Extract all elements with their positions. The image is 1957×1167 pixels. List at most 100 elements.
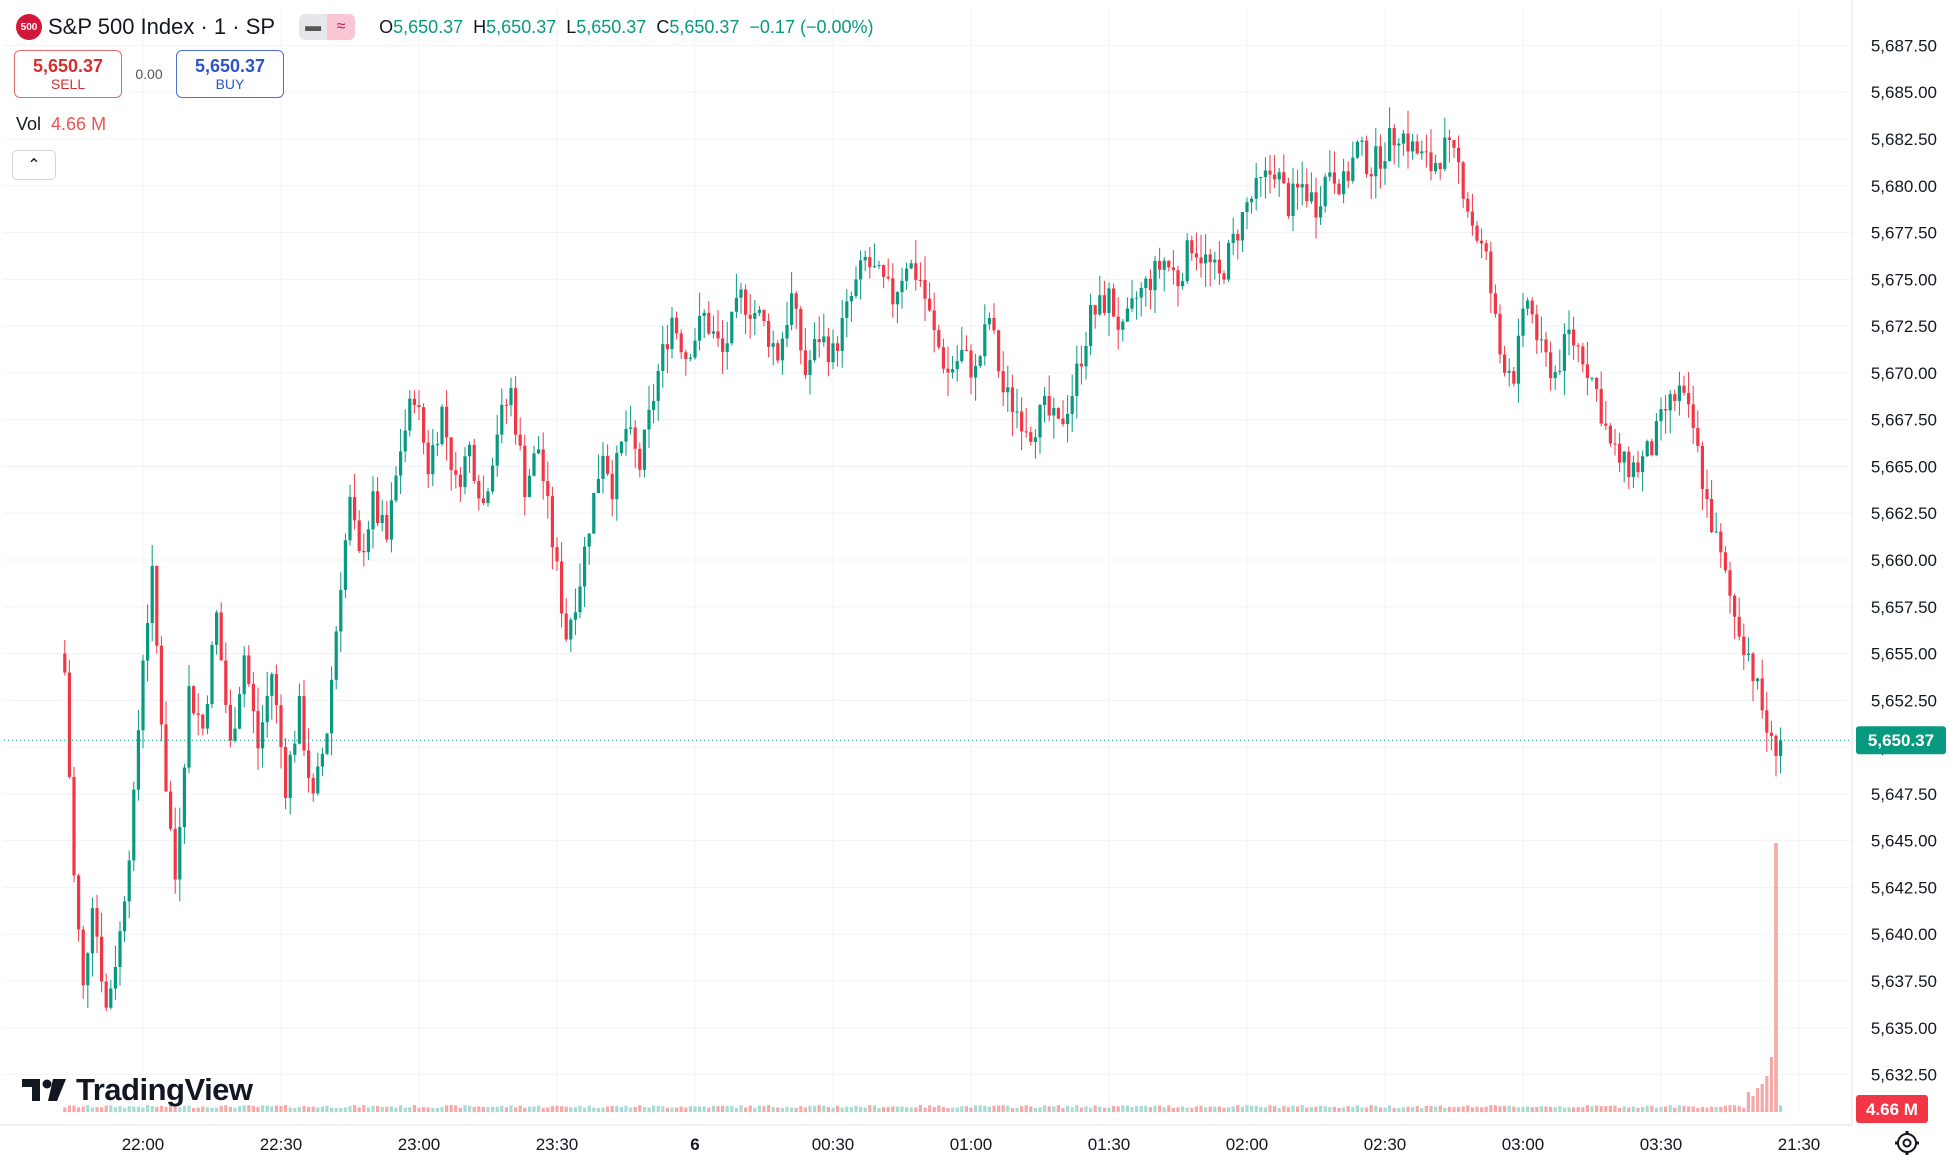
candle-body (265, 695, 269, 723)
price-tick-label: 5,675.00 (1871, 270, 1937, 289)
candle-body (1047, 395, 1051, 416)
volume-bar (1107, 1107, 1111, 1112)
volume-bar (1654, 1107, 1658, 1112)
volume-bar (1401, 1107, 1405, 1112)
volume-bar (481, 1106, 485, 1112)
volume-bar (196, 1107, 200, 1112)
candle-body (587, 533, 591, 547)
candle-body (1061, 418, 1065, 425)
volume-bar (978, 1105, 982, 1112)
volume-bar (1121, 1105, 1125, 1112)
candle-body (1687, 392, 1691, 405)
volume-spike-bar (1774, 843, 1778, 1112)
volume-bar (1342, 1107, 1346, 1112)
candle-body (1641, 456, 1645, 473)
candle-body (1309, 192, 1313, 202)
volume-bar (1507, 1105, 1511, 1112)
candle-body (1374, 146, 1378, 177)
price-axis[interactable]: 5,687.50 5,685.00 5,682.50 5,680.00 5,677.50… (1851, 0, 1946, 1125)
candle-body (1185, 240, 1189, 282)
volume-bar (95, 1107, 99, 1112)
volume-bar (178, 1107, 182, 1112)
candle-body (72, 776, 76, 876)
volume-bar (343, 1107, 347, 1112)
volume-bar (1420, 1107, 1424, 1112)
volume-bar (228, 1106, 232, 1112)
candle-body (1493, 293, 1497, 314)
volume-bar (81, 1106, 85, 1112)
volume-bar (725, 1105, 729, 1112)
volume-bar (1369, 1105, 1373, 1112)
volume-bar (1631, 1106, 1635, 1112)
change-value: −0.17 (−0.00%) (749, 16, 874, 37)
volume-bar (1075, 1105, 1079, 1112)
candle-body (909, 263, 913, 269)
volume-bar (1751, 1096, 1755, 1112)
volume-bar (449, 1105, 453, 1112)
candle-body (1779, 740, 1783, 756)
candle-body (297, 695, 301, 744)
volume-bar (1636, 1107, 1640, 1112)
candle-body (767, 321, 771, 347)
volume-bar (104, 1105, 108, 1112)
volume-bar (767, 1105, 771, 1112)
symbol-title[interactable]: S&P 500 Index · 1 · SP (48, 14, 276, 39)
candle-body (1535, 314, 1539, 341)
volume-bar (320, 1106, 324, 1112)
wave-icon[interactable]: ≈ (327, 14, 356, 40)
buy-button[interactable]: 5,650.37 BUY (176, 50, 284, 98)
volume-bar (1374, 1105, 1378, 1112)
candle-body (334, 631, 338, 680)
candle-body (1107, 288, 1111, 314)
volume-bar (1714, 1107, 1718, 1112)
volume-bar (1742, 1107, 1746, 1112)
volume-bar (1599, 1106, 1603, 1112)
volume-bar (1484, 1106, 1488, 1112)
candle-body (201, 714, 205, 729)
volume-bar (638, 1105, 642, 1112)
volume-legend[interactable]: Vol 4.66 M (16, 114, 106, 135)
candle-body (463, 456, 467, 488)
volume-bar (1208, 1106, 1212, 1112)
candle-body (1231, 233, 1235, 243)
candle-body (1447, 137, 1451, 141)
time-axis[interactable]: 22:00 22:30 23:00 23:30 6 00:30 01:00 01:30 02:0… (0, 1124, 1852, 1154)
collapse-button[interactable]: ⌃ (12, 150, 56, 180)
volume-bar (813, 1105, 817, 1112)
volume-bar (1544, 1106, 1548, 1112)
volume-bar (454, 1105, 458, 1112)
volume-bar (463, 1105, 467, 1112)
volume-bar (1572, 1107, 1576, 1112)
volume-bar (1769, 1057, 1773, 1112)
minus-icon[interactable]: ▬ (299, 14, 328, 40)
candle-body (1654, 421, 1658, 456)
volume-bar (1539, 1106, 1543, 1112)
candle-body (826, 336, 830, 363)
candle-body (311, 777, 315, 794)
candle-body (1033, 437, 1037, 442)
volume-bar (1144, 1105, 1148, 1112)
volume-bar (1148, 1107, 1152, 1112)
candle-body (1332, 172, 1336, 184)
candle-body (1259, 176, 1263, 178)
volume-bar (468, 1105, 472, 1112)
volume-bar (1084, 1106, 1088, 1112)
candle-body (1677, 385, 1681, 401)
settings-icon[interactable] (1894, 1130, 1920, 1156)
volume-bar (311, 1106, 315, 1112)
volume-bar (1461, 1106, 1465, 1112)
candle-body (1365, 140, 1369, 175)
candle-body (951, 369, 955, 373)
candle-body (81, 929, 85, 986)
candle-body (1498, 313, 1502, 355)
volume-bar (1360, 1107, 1364, 1112)
candle-body (141, 660, 145, 731)
volume-bar (923, 1107, 927, 1112)
time-tick-label: 6 (690, 1135, 699, 1154)
candle-body (1360, 140, 1364, 142)
price-tick-label: 5,657.50 (1871, 598, 1937, 617)
volume-bar (541, 1107, 545, 1112)
sell-button[interactable]: 5,650.37 SELL (14, 50, 122, 98)
